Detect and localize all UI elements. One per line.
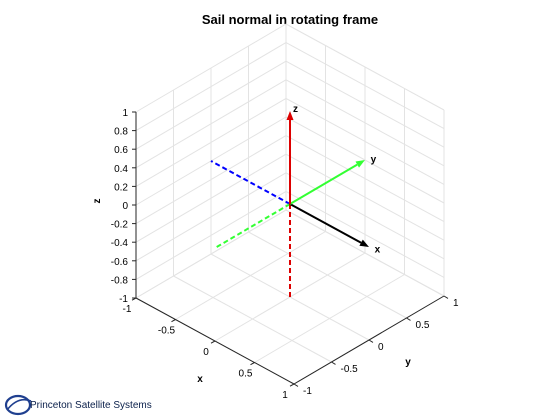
- grid-line: [135, 60, 287, 150]
- axis-label-layer: x y z: [92, 199, 411, 386]
- grid-line: [285, 153, 445, 241]
- grid-line: [135, 42, 287, 132]
- x-tick-label: 0: [203, 347, 209, 358]
- y-tick-mark: [443, 295, 449, 299]
- grid-line: [285, 23, 445, 111]
- vector-y-label: y: [371, 155, 377, 166]
- grid-line: [285, 172, 445, 260]
- z-axis-label: z: [92, 199, 103, 204]
- z-tick-label: 0.6: [114, 145, 128, 156]
- grid-line: [285, 97, 445, 185]
- vector-y-line: [289, 163, 358, 205]
- y-tick-mark: [406, 317, 411, 321]
- grid-line: [135, 97, 287, 187]
- grid-line: [285, 60, 445, 148]
- z-tick-label: -0.6: [111, 257, 129, 268]
- chart-title: Sail normal in rotating frame: [202, 12, 378, 27]
- z-tick-label: 0: [122, 201, 128, 212]
- grid-line: [285, 190, 445, 278]
- z-tick-label: 0.4: [114, 164, 128, 175]
- z-tick-label: -1: [119, 294, 128, 305]
- grid-line: [135, 153, 287, 243]
- series-layer: x y z: [210, 104, 381, 297]
- y-tick-label: 0.5: [416, 320, 430, 331]
- x-tick-label: -0.5: [158, 326, 176, 337]
- grid-line: [135, 209, 287, 299]
- x-tick-mark: [210, 340, 216, 344]
- x-tick-mark: [289, 383, 295, 387]
- y-tick-mark: [331, 361, 336, 365]
- y-axis-label: y: [405, 357, 411, 368]
- y-tick-mark: [368, 339, 374, 343]
- x-tick-label: -1: [123, 304, 132, 315]
- grid-line: [173, 275, 332, 363]
- vector-z-label: z: [293, 104, 298, 115]
- z-tick-label: -0.8: [111, 275, 129, 286]
- vector-x-line: [289, 203, 362, 244]
- grid-line: [135, 23, 287, 113]
- grid-line: [248, 231, 407, 319]
- grid-line: [285, 135, 445, 223]
- z-tick-label: 0.8: [114, 127, 128, 138]
- z-tick-label: 0.2: [114, 182, 128, 193]
- x-tick-mark: [250, 362, 255, 366]
- tick-layer: -1 -0.5 0 0.5 1 -1 -0.5 0 0.5 1 -1 -0.8 -0.6 -0.4 -0.2…: [111, 108, 459, 401]
- princeton-logo-icon: [4, 394, 32, 416]
- y-tick-label: -1: [303, 386, 312, 397]
- z-tick-label: -0.2: [111, 220, 129, 231]
- vector-z-arrowhead: [286, 111, 294, 120]
- x-tick-label: 0.5: [239, 369, 253, 380]
- vector-x-label: x: [375, 244, 381, 255]
- z-tick-label: -0.4: [111, 238, 129, 249]
- branding-text: Princeton Satellite Systems: [30, 399, 152, 411]
- vector-negative-#0000ff: [210, 160, 291, 205]
- branding: Princeton Satellite Systems: [4, 393, 152, 417]
- y-tick-mark: [293, 383, 299, 387]
- y-tick-label: 1: [453, 298, 459, 309]
- grid-line: [285, 79, 445, 167]
- z-tick-label: 1: [122, 108, 128, 119]
- vector-x-arrowhead: [359, 239, 369, 247]
- grid-line: [285, 42, 445, 130]
- grid-line: [135, 135, 287, 225]
- y-tick-label: -0.5: [341, 364, 359, 375]
- vector-y-arrowhead: [355, 160, 365, 168]
- grid-line: [135, 79, 287, 169]
- grid-line: [285, 209, 445, 297]
- x-tick-label: 1: [282, 390, 288, 401]
- grid-line: [135, 190, 287, 280]
- y-tick-label: 0: [378, 342, 384, 353]
- x-tick-mark: [171, 319, 176, 323]
- vector-negative-#33ff33: [214, 203, 291, 249]
- x-axis-label: x: [197, 374, 203, 385]
